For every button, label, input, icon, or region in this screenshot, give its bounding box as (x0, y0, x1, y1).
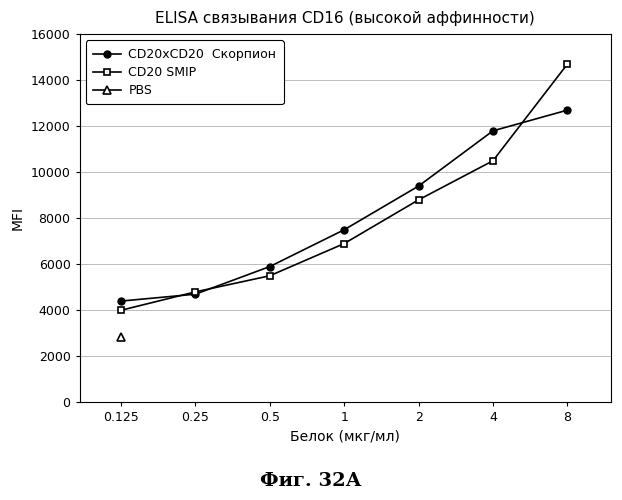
Legend: CD20xCD20  Скорпион, CD20 SMIP, PBS: CD20xCD20 Скорпион, CD20 SMIP, PBS (86, 40, 284, 104)
CD20 SMIP (192, 289, 199, 295)
CD20xCD20  Скорпион (117, 298, 124, 304)
CD20xCD20  Скорпион (192, 291, 199, 297)
CD20 SMIP (340, 240, 348, 246)
CD20 SMIP (564, 61, 571, 67)
Line: CD20xCD20  Скорпион: CD20xCD20 Скорпион (118, 106, 571, 304)
CD20xCD20  Скорпион (564, 107, 571, 113)
CD20 SMIP (266, 273, 274, 279)
Y-axis label: MFI: MFI (11, 206, 25, 231)
Line: CD20 SMIP: CD20 SMIP (118, 60, 571, 314)
Title: ELISA связывания CD16 (высокой аффинности): ELISA связывания CD16 (высокой аффинност… (156, 11, 535, 26)
CD20xCD20  Скорпион (490, 128, 497, 134)
CD20 SMIP (415, 197, 422, 203)
CD20xCD20  Скорпион (415, 183, 422, 189)
CD20 SMIP (490, 158, 497, 164)
CD20xCD20  Скорпион (266, 264, 274, 270)
X-axis label: Белок (мкг/мл): Белок (мкг/мл) (290, 430, 400, 444)
Text: Фиг. 32А: Фиг. 32А (260, 472, 362, 490)
CD20 SMIP (117, 308, 124, 314)
CD20xCD20  Скорпион (340, 227, 348, 233)
